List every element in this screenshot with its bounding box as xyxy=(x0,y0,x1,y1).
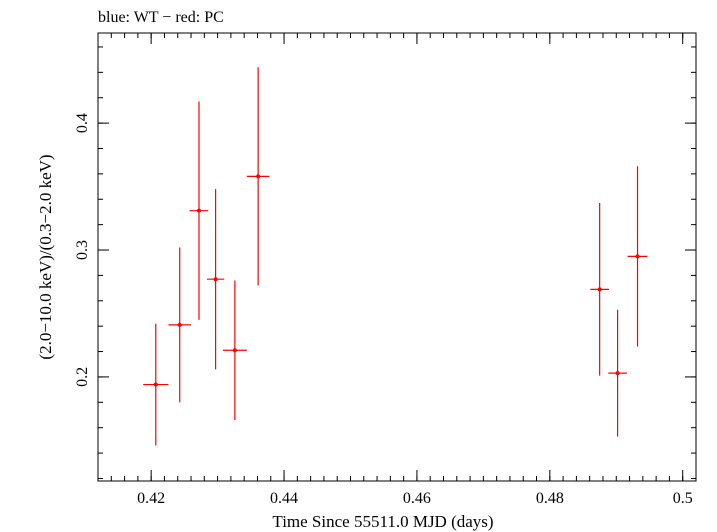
chart-title: blue: WT − red: PC xyxy=(98,9,224,26)
x-tick-label: 0.42 xyxy=(137,490,165,507)
data-point xyxy=(168,247,192,403)
data-point xyxy=(627,166,648,347)
data-marker xyxy=(597,287,602,292)
data-point xyxy=(206,189,225,370)
x-tick-label: 0.44 xyxy=(270,490,298,507)
data-point xyxy=(222,280,247,421)
data-marker xyxy=(615,371,620,376)
data-point xyxy=(590,203,609,376)
y-tick-label: 0.3 xyxy=(74,240,91,260)
data-marker xyxy=(153,382,158,387)
x-axis: 0.42 0.44 0.46 0.48 0.5 xyxy=(97,33,697,507)
data-point xyxy=(246,67,270,286)
x-tick-label: 0.46 xyxy=(403,490,431,507)
data-marker xyxy=(635,254,640,259)
data-series-pc xyxy=(143,67,648,446)
y-axis-label: (2.0−10.0 keV)/(0.3−2.0 keV) xyxy=(36,154,55,359)
data-marker xyxy=(256,174,261,179)
data-marker xyxy=(213,277,218,282)
data-marker xyxy=(232,348,237,353)
data-point xyxy=(143,323,169,446)
data-marker xyxy=(177,322,182,327)
x-tick-label: 0.48 xyxy=(536,490,564,507)
y-axis: 0.2 0.3 0.4 xyxy=(74,46,696,479)
data-point xyxy=(189,101,209,320)
y-tick-label: 0.4 xyxy=(74,113,91,133)
data-point xyxy=(608,309,627,437)
x-axis-label: Time Since 55511.0 MJD (days) xyxy=(272,512,493,531)
y-tick-label: 0.2 xyxy=(74,367,91,387)
x-tick-label: 0.5 xyxy=(673,490,693,507)
plot-frame xyxy=(97,32,697,482)
data-marker xyxy=(196,208,201,213)
